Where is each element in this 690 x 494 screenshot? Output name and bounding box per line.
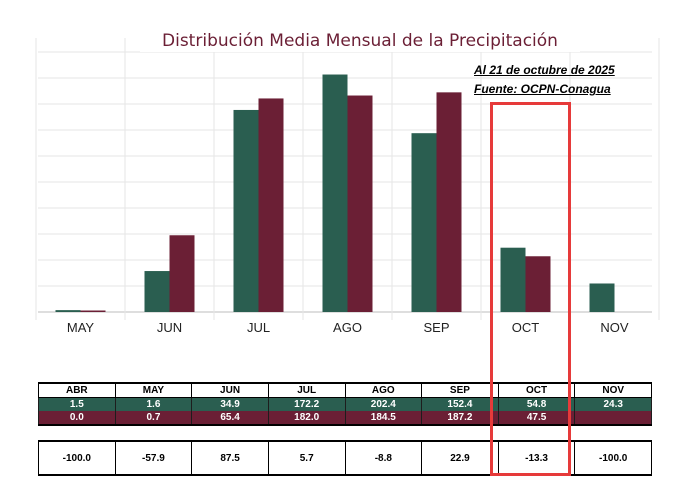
percent-cell: 22.9 xyxy=(421,440,499,476)
green-cell: 172.2 xyxy=(267,397,346,411)
source-note: Fuente: OCPN-Conagua xyxy=(474,82,611,96)
bar-jul-series-1 xyxy=(233,109,259,313)
header-cell: JUN xyxy=(191,382,269,398)
maroon-cell: 65.4 xyxy=(191,411,269,426)
green-cell: 24.3 xyxy=(574,397,652,411)
bar-may-series-1 xyxy=(55,310,81,312)
bar-sep-series-2 xyxy=(436,92,462,313)
bar-jul-series-2 xyxy=(258,98,284,312)
maroon-cell: 187.2 xyxy=(421,411,499,426)
bars xyxy=(55,74,615,313)
table-row-percent: -100.0 -57.9 87.5 5.7 -8.8 22.9 -13.3 -100.0 xyxy=(38,440,652,476)
x-tick-label-sep: SEP xyxy=(423,320,450,335)
bar-jun-series-1 xyxy=(144,271,170,312)
bar-ago-series-1 xyxy=(322,74,348,312)
percent-cell: 87.5 xyxy=(191,440,269,476)
green-cell: 152.4 xyxy=(421,397,499,411)
bar-jun-series-2 xyxy=(169,235,195,312)
table-header-row: ABR MAY JUN JUL AGO SEP OCT NOV xyxy=(38,382,652,398)
x-tick-label-jun: JUN xyxy=(156,320,183,335)
maroon-cell: 182.0 xyxy=(267,411,346,426)
table-row-maroon: 0.0 0.7 65.4 182.0 184.5 187.2 47.5 xyxy=(38,411,652,426)
maroon-cell xyxy=(574,411,652,426)
bar-may-series-2 xyxy=(80,310,106,312)
header-cell: NOV xyxy=(574,382,652,398)
bar-nov-series-1 xyxy=(589,283,615,312)
green-cell: 202.4 xyxy=(344,397,423,411)
percent-cell: -100.0 xyxy=(38,440,116,476)
x-tick-label-jul: JUL xyxy=(246,320,271,335)
maroon-cell: 184.5 xyxy=(344,411,423,426)
date-note: Al 21 de octubre de 2025 xyxy=(474,63,615,77)
x-tick-label-nov: NOV xyxy=(600,320,629,335)
percent-cell: 5.7 xyxy=(267,440,346,476)
header-cell: MAY xyxy=(114,382,193,398)
x-tick-label-oct: OCT xyxy=(511,320,540,335)
maroon-cell: 0.7 xyxy=(114,411,193,426)
bar-oct-series-1 xyxy=(500,247,526,312)
bar-sep-series-1 xyxy=(411,133,437,312)
header-cell: ABR xyxy=(38,382,116,398)
percent-cell: -13.3 xyxy=(497,440,576,476)
chart-title: Distribución Media Mensual de la Precipi… xyxy=(140,30,580,52)
bar-oct-series-2 xyxy=(525,256,551,312)
x-tick-label-ago: AGO xyxy=(333,320,362,335)
oct-highlight-box xyxy=(490,102,571,476)
green-cell: 1.6 xyxy=(114,397,193,411)
bar-ago-series-2 xyxy=(347,95,373,313)
green-cell: 54.8 xyxy=(497,397,576,411)
percent-cell: -8.8 xyxy=(344,440,423,476)
percent-cell: -100.0 xyxy=(574,440,652,476)
table-row-green: 1.5 1.6 34.9 172.2 202.4 152.4 54.8 24.3 xyxy=(38,397,652,411)
maroon-cell: 0.0 xyxy=(38,411,116,426)
maroon-cell: 47.5 xyxy=(497,411,576,426)
header-cell: AGO xyxy=(344,382,423,398)
data-table: ABR MAY JUN JUL AGO SEP OCT NOV 1.5 1.6 34.9 172.2… xyxy=(38,382,652,476)
green-cell: 34.9 xyxy=(191,397,269,411)
header-cell: SEP xyxy=(421,382,499,398)
table-gap xyxy=(38,425,652,441)
header-cell: JUL xyxy=(267,382,346,398)
percent-cell: -57.9 xyxy=(114,440,193,476)
green-cell: 1.5 xyxy=(38,397,116,411)
x-tick-label-may: MAY xyxy=(66,320,95,335)
